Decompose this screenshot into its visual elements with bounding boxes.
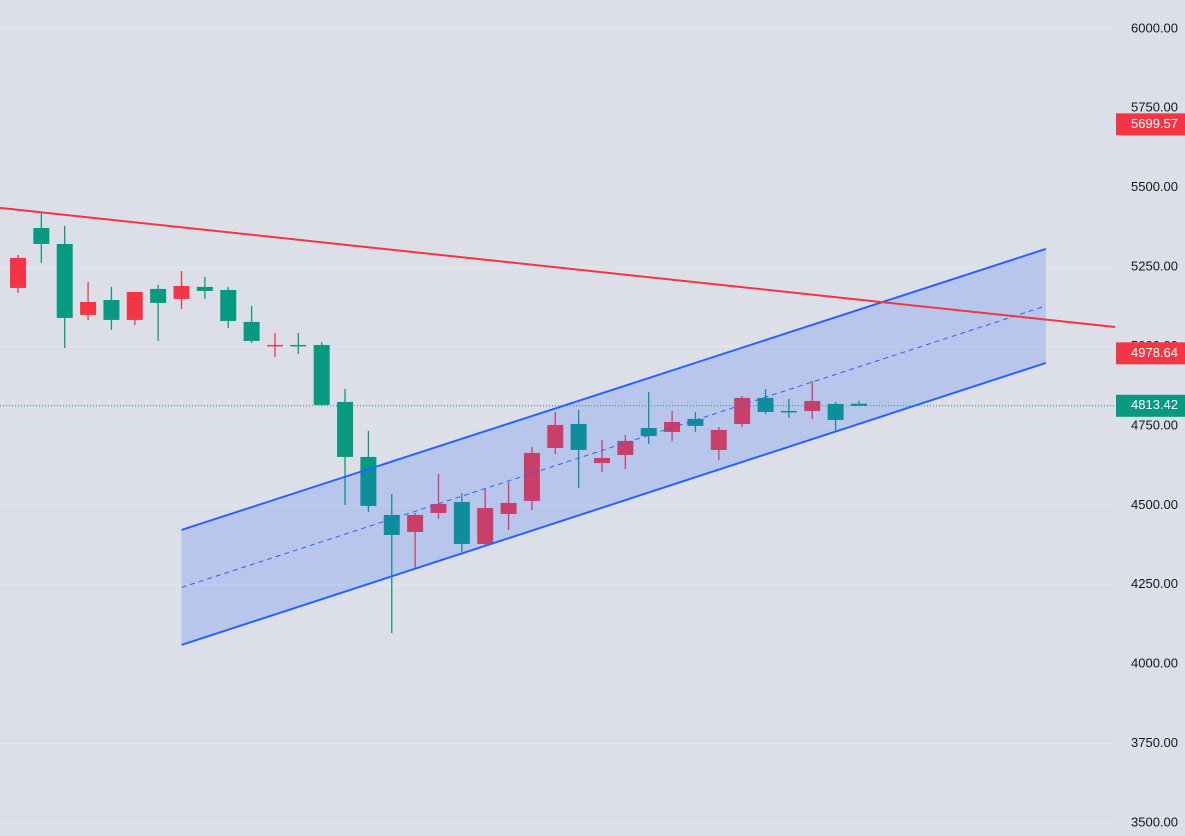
candle-body	[33, 227, 50, 244]
y-tick-label: 5250.00	[1131, 259, 1178, 274]
y-tick-label: 4500.00	[1131, 497, 1178, 512]
y-tick-label: 6000.00	[1131, 20, 1178, 35]
candle-body	[664, 421, 681, 432]
candle-body	[407, 514, 424, 532]
price-label-box	[1116, 394, 1185, 417]
candle-body	[337, 401, 354, 457]
candle-body	[710, 429, 727, 450]
candle-body	[804, 400, 821, 411]
candle-body	[220, 289, 237, 321]
candle-body	[196, 286, 213, 291]
candle-body	[734, 397, 751, 424]
candle-body	[266, 344, 283, 347]
y-tick-label: 4750.00	[1131, 417, 1178, 432]
candle-body	[477, 507, 494, 544]
price-label: 5699.57	[1131, 116, 1178, 131]
candle-body	[173, 285, 190, 299]
candle-body	[827, 403, 844, 420]
y-tick-label: 3750.00	[1131, 735, 1178, 750]
y-tick-label: 5750.00	[1131, 100, 1178, 115]
y-tick-label: 3500.00	[1131, 814, 1178, 829]
candle-body	[360, 456, 377, 506]
candle-body	[150, 288, 167, 303]
candle-body	[56, 243, 73, 318]
channel-lower-line	[181, 361, 1047, 646]
candle-body	[80, 301, 97, 315]
candle-body	[780, 410, 797, 413]
candle-body	[500, 502, 517, 514]
candle-body	[290, 344, 307, 347]
y-tick-label: 4000.00	[1131, 656, 1178, 671]
price-label: 4978.64	[1131, 345, 1178, 360]
candle-body	[103, 299, 120, 320]
candle-body	[10, 257, 26, 288]
y-tick-label: 4250.00	[1131, 576, 1178, 591]
trend-line	[0, 206, 1116, 328]
candle-body	[313, 344, 330, 405]
y-tick-label: 5500.00	[1131, 179, 1178, 194]
candle-body	[243, 321, 260, 341]
candle-body	[594, 457, 610, 463]
price-label-box	[1116, 342, 1185, 365]
candle-body	[640, 427, 657, 436]
price-label-box	[1116, 113, 1185, 136]
candle-body	[850, 403, 867, 406]
candle-body	[453, 501, 470, 544]
candle-body	[126, 291, 143, 320]
price-label: 4813.42	[1131, 397, 1178, 412]
channel-mid-line	[181, 305, 1046, 588]
candle-body	[523, 452, 540, 501]
candle-body	[757, 397, 774, 412]
candle-body	[687, 418, 704, 426]
candle-body	[430, 503, 447, 513]
candle-body	[570, 423, 587, 450]
candle-body	[547, 424, 564, 448]
channel-upper-line	[181, 247, 1047, 531]
